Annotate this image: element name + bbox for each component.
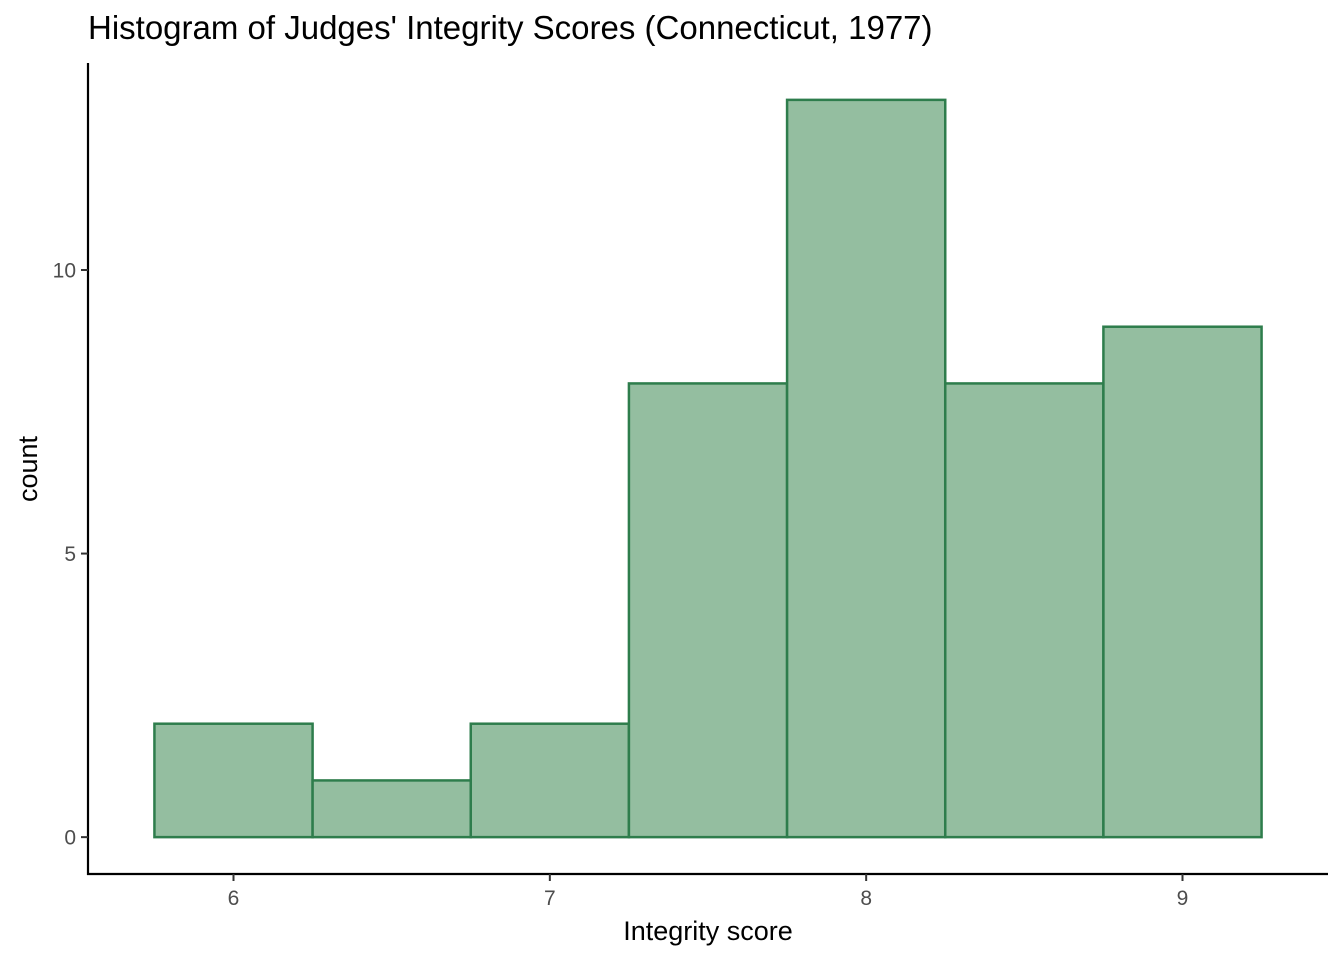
histogram-bar: [153, 722, 314, 839]
histogram-bar: [1102, 325, 1263, 839]
x-tick-label: 8: [860, 887, 872, 910]
x-axis-ticks: 6 7 8 9: [228, 874, 1189, 910]
chart-title: Histogram of Judges' Integrity Scores (C…: [88, 9, 933, 46]
histogram-bar: [469, 722, 631, 839]
y-axis-ticks: 0 5 10: [53, 260, 88, 850]
x-axis-title: Integrity score: [623, 916, 793, 946]
histogram-bar: [785, 98, 947, 839]
x-tick-label: 9: [1177, 887, 1189, 910]
x-tick-label: 6: [228, 887, 240, 910]
y-axis-title: count: [13, 435, 43, 502]
histogram-bar: [627, 382, 789, 839]
y-tick-label: 0: [64, 827, 76, 850]
bars-group: [153, 98, 1263, 839]
x-tick-label: 7: [544, 887, 556, 910]
y-tick-label: 5: [64, 543, 76, 566]
y-tick-label: 10: [53, 260, 76, 283]
histogram-bar: [311, 779, 473, 839]
histogram-bar: [943, 382, 1105, 839]
